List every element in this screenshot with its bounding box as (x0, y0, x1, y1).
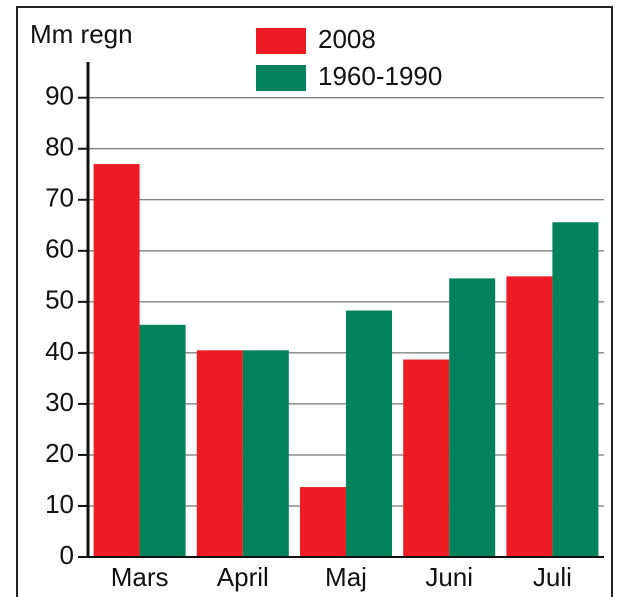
y-tick-label: 30 (45, 387, 74, 417)
y-tick-label: 60 (45, 234, 74, 264)
x-tick-label: Juni (425, 562, 473, 592)
y-axis-label: Mm regn (30, 19, 133, 49)
y-tick-label: 90 (45, 81, 74, 111)
legend-swatch (256, 28, 306, 54)
bar (300, 487, 346, 557)
bar (242, 350, 289, 557)
x-tick-label: April (217, 562, 269, 592)
bar (449, 278, 496, 557)
bar (346, 310, 392, 557)
x-tick-label: Mars (111, 562, 169, 592)
y-tick-label: 0 (60, 540, 74, 570)
legend-label: 2008 (318, 24, 376, 54)
bar (93, 164, 140, 557)
bar (552, 222, 599, 557)
y-tick-label: 20 (45, 438, 74, 468)
y-tick-label: 10 (45, 489, 74, 519)
bar (403, 359, 450, 557)
bar (139, 324, 186, 557)
y-tick-label: 70 (45, 183, 74, 213)
bar (506, 276, 553, 557)
legend-swatch (256, 65, 306, 91)
legend-label: 1960-1990 (318, 61, 442, 91)
bar (196, 350, 243, 557)
x-tick-label: Maj (325, 562, 367, 592)
y-tick-label: 40 (45, 336, 74, 366)
x-tick-label: Juli (533, 562, 572, 592)
frame (16, 6, 613, 597)
y-tick-label: 80 (45, 132, 74, 162)
y-tick-label: 50 (45, 285, 74, 315)
